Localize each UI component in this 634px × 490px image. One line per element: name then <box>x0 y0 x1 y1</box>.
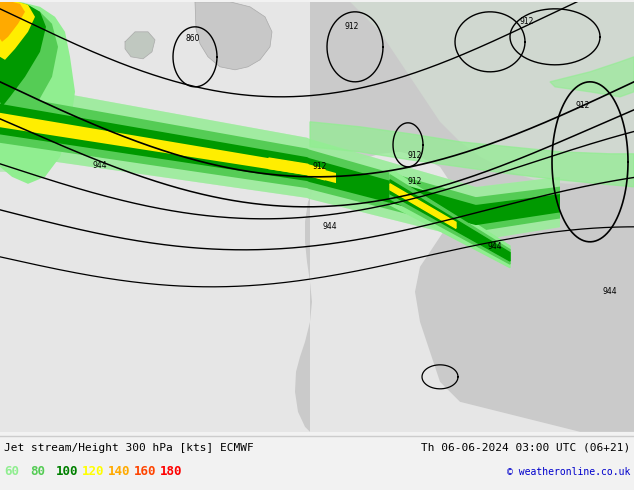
Polygon shape <box>0 2 58 132</box>
Text: 120: 120 <box>82 466 105 478</box>
Text: 180: 180 <box>160 466 183 478</box>
Text: © weatheronline.co.uk: © weatheronline.co.uk <box>507 467 630 477</box>
Polygon shape <box>0 2 75 184</box>
Polygon shape <box>269 158 325 180</box>
Text: 944: 944 <box>93 161 107 171</box>
Polygon shape <box>0 82 560 241</box>
Polygon shape <box>0 2 634 432</box>
Text: 912: 912 <box>408 151 422 160</box>
Text: 80: 80 <box>30 466 45 478</box>
Text: 140: 140 <box>108 466 131 478</box>
Polygon shape <box>0 2 46 107</box>
Text: 944: 944 <box>488 243 502 251</box>
Text: 912: 912 <box>408 177 422 186</box>
Polygon shape <box>0 2 60 172</box>
Text: 912: 912 <box>576 101 590 110</box>
Text: 944: 944 <box>603 287 618 296</box>
Text: 912: 912 <box>345 23 359 31</box>
Polygon shape <box>390 175 510 264</box>
Text: 860: 860 <box>186 34 200 43</box>
Polygon shape <box>195 2 272 70</box>
Polygon shape <box>310 122 634 187</box>
Text: 100: 100 <box>56 466 79 478</box>
Polygon shape <box>125 32 155 59</box>
Text: 912: 912 <box>313 162 327 171</box>
Polygon shape <box>0 94 560 231</box>
Polygon shape <box>0 2 25 42</box>
Text: 944: 944 <box>323 222 337 231</box>
Text: Th 06-06-2024 03:00 UTC (06+21): Th 06-06-2024 03:00 UTC (06+21) <box>421 443 630 453</box>
Text: 60: 60 <box>4 466 19 478</box>
Polygon shape <box>0 2 35 60</box>
Polygon shape <box>390 169 510 268</box>
Text: Jet stream/Height 300 hPa [kts] ECMWF: Jet stream/Height 300 hPa [kts] ECMWF <box>4 443 254 453</box>
Polygon shape <box>390 184 456 228</box>
Text: 912: 912 <box>520 17 534 26</box>
Polygon shape <box>0 113 336 183</box>
Polygon shape <box>0 82 560 241</box>
Polygon shape <box>390 180 510 261</box>
Polygon shape <box>305 2 634 184</box>
Polygon shape <box>550 57 634 97</box>
Polygon shape <box>0 104 560 225</box>
Text: 160: 160 <box>134 466 157 478</box>
Polygon shape <box>295 2 634 432</box>
